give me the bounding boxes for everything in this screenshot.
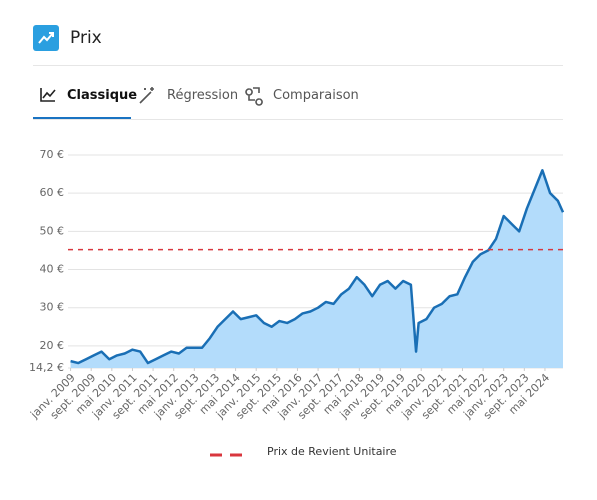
legend-label: Prix de Revient Unitaire — [267, 445, 397, 458]
separator — [33, 119, 563, 120]
y-tick-label: 14,2 € — [29, 361, 64, 374]
y-tick-label: 40 € — [40, 263, 65, 276]
tab[interactable]: Comparaison — [273, 88, 359, 103]
y-tick-label: 20 € — [40, 339, 65, 352]
y-tick-label: 60 € — [40, 186, 65, 199]
tab[interactable]: Régression — [167, 88, 239, 103]
y-tick-label: 70 € — [40, 148, 65, 161]
header-title: Prix — [70, 28, 102, 48]
tab[interactable]: Classique — [67, 88, 138, 103]
area-fill — [70, 170, 563, 368]
tab-indicator — [33, 117, 131, 119]
header-icon — [33, 25, 59, 51]
y-tick-label: 30 € — [40, 301, 65, 314]
icon-svg — [38, 32, 54, 44]
price-line — [70, 169, 565, 365]
separator — [33, 65, 563, 66]
y-tick-label: 50 € — [40, 224, 65, 237]
